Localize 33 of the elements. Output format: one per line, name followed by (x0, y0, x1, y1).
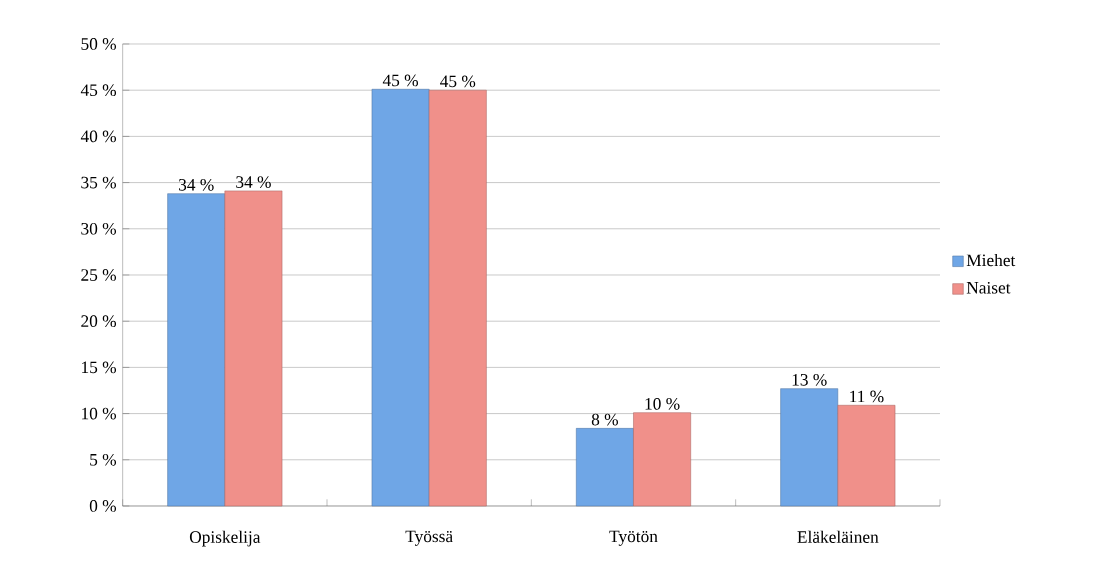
y-tick-label: 0 % (89, 500, 117, 512)
data-label: 11 % (850, 390, 884, 403)
y-tick-label: 15 % (82, 361, 117, 374)
y-tick-label: 5 % (90, 453, 117, 466)
legend-label: Naiset (966, 281, 1011, 294)
data-label: 34 % (236, 176, 271, 188)
y-tick-label: 10 % (82, 407, 117, 420)
x-tick-label: Eläkeläinen (797, 530, 879, 543)
bar (428, 89, 487, 507)
x-tick-label: Työtön (609, 530, 658, 546)
bar (167, 193, 226, 507)
data-label: 45 % (440, 75, 476, 88)
data-label: 45 % (382, 74, 418, 87)
x-tick-label: Työssä (405, 530, 453, 546)
data-label: 34 % (179, 178, 214, 191)
bar (780, 388, 839, 507)
y-tick-label: 50 % (81, 38, 117, 50)
x-tick-label: Opiskelija (189, 530, 261, 547)
data-label: 13 % (792, 373, 827, 386)
y-tick-label: 40 % (80, 130, 117, 143)
bar (837, 405, 896, 507)
bar (633, 412, 691, 507)
bar (224, 190, 283, 507)
bar (371, 88, 430, 507)
y-tick-label: 45 % (80, 84, 117, 97)
y-tick-label: 35 % (81, 176, 117, 189)
data-label: 8 % (591, 413, 618, 426)
y-tick-label: 30 % (81, 222, 117, 235)
data-label: 10 % (645, 397, 680, 410)
bar (576, 428, 634, 507)
y-tick-label: 20 % (81, 315, 117, 328)
y-tick-label: 25 % (81, 269, 117, 281)
legend-label: Miehet (966, 253, 1016, 267)
